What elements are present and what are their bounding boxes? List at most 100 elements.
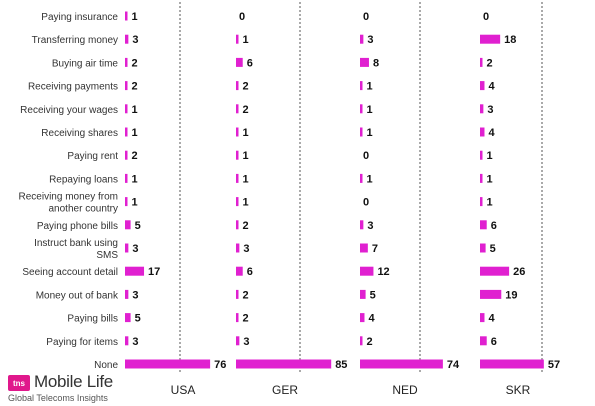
value-label: 1 <box>243 150 249 162</box>
bar-ger <box>236 34 239 44</box>
value-label: 0 <box>363 197 369 209</box>
bar-ger <box>236 150 239 160</box>
value-label: 1 <box>243 127 249 139</box>
category-label: Paying bills <box>67 314 118 325</box>
category-label: Paying phone bills <box>37 221 118 232</box>
value-label: 4 <box>488 81 495 93</box>
bar-usa <box>125 127 128 137</box>
value-label: 3 <box>132 289 138 301</box>
bar-ned <box>360 336 363 346</box>
value-label: 57 <box>548 359 560 371</box>
bar-usa <box>125 34 129 44</box>
value-label: 12 <box>377 266 389 278</box>
country-label-usa: USA <box>171 383 196 397</box>
bar-skr <box>480 81 485 91</box>
category-label: Receiving your wages <box>20 105 118 116</box>
category-label: Buying air time <box>52 58 119 69</box>
bar-ned <box>360 359 443 369</box>
value-label: 1 <box>132 197 138 209</box>
value-label: 1 <box>243 173 249 185</box>
category-label: Seeing account detail <box>22 267 118 278</box>
category-label: Money out of bank <box>36 290 119 301</box>
bar-ger <box>236 81 239 91</box>
bar-skr <box>480 127 485 137</box>
bar-ned <box>360 57 369 67</box>
value-label: 18 <box>504 34 516 46</box>
value-label: 85 <box>335 359 347 371</box>
value-label: 1 <box>132 104 138 116</box>
value-label: 0 <box>239 11 245 23</box>
bar-usa <box>125 57 128 67</box>
value-label: 2 <box>367 336 373 348</box>
value-label: 1 <box>487 173 493 185</box>
value-label: 4 <box>368 313 375 325</box>
value-label: 1 <box>367 173 373 185</box>
value-label: 1 <box>132 11 138 23</box>
bar-ger <box>236 173 239 183</box>
bar-ger <box>236 313 239 323</box>
bar-ned <box>360 266 374 276</box>
value-label: 8 <box>373 57 379 69</box>
category-label: Paying for items <box>46 337 118 348</box>
bar-usa <box>125 173 128 183</box>
bar-skr <box>480 220 487 230</box>
tns-mobile-life-logo: tns Mobile Life Global Telecoms Insights <box>4 371 154 405</box>
category-label: Repaying loans <box>49 174 118 185</box>
value-label: 5 <box>135 220 141 232</box>
value-label: 6 <box>247 57 253 69</box>
category-label: Paying rent <box>67 151 118 162</box>
value-label: 2 <box>243 313 249 325</box>
bar-ger <box>236 243 240 253</box>
bar-ned <box>360 220 364 230</box>
bar-ger <box>236 289 239 299</box>
bar-ger <box>236 359 332 369</box>
bar-usa <box>125 81 128 91</box>
value-label: 5 <box>135 313 141 325</box>
bar-skr <box>480 197 483 207</box>
bar-usa <box>125 104 128 114</box>
value-label: 1 <box>243 34 249 46</box>
value-label: 7 <box>372 243 378 255</box>
bar-skr <box>480 266 510 276</box>
bar-ger <box>236 197 239 207</box>
value-label: 2 <box>243 289 249 301</box>
value-label: 17 <box>148 266 160 278</box>
country-label-ned: NED <box>392 383 418 397</box>
bar-usa <box>125 266 145 276</box>
category-label: Transferring money <box>32 35 118 46</box>
bar-usa <box>125 220 131 230</box>
bar-ger <box>236 220 239 230</box>
category-label: Receiving payments <box>28 82 118 93</box>
bar-ger <box>236 57 243 67</box>
value-label: 6 <box>491 220 497 232</box>
value-label: 3 <box>243 243 249 255</box>
value-label: 0 <box>363 150 369 162</box>
bar-skr <box>480 150 483 160</box>
bar-ned <box>360 289 366 299</box>
bar-ned <box>360 243 368 253</box>
bar-skr <box>480 173 483 183</box>
bar-usa <box>125 336 129 346</box>
bar-ned <box>360 313 365 323</box>
value-label: 3 <box>243 336 249 348</box>
value-label: 19 <box>505 289 517 301</box>
value-label: 74 <box>447 359 460 371</box>
bar-usa <box>125 289 129 299</box>
category-label: Receiving shares <box>41 128 118 139</box>
value-label: 0 <box>363 11 369 23</box>
category-label: None <box>94 360 118 371</box>
bar-skr <box>480 313 485 323</box>
bar-ger <box>236 336 240 346</box>
value-label: 76 <box>214 359 226 371</box>
value-label: 26 <box>513 266 525 278</box>
value-label: 3 <box>487 104 493 116</box>
bar-usa <box>125 243 129 253</box>
value-label: 6 <box>491 336 497 348</box>
category-label: Instruct bank using SMS <box>34 238 118 261</box>
bar-ned <box>360 34 364 44</box>
bar-skr <box>480 289 502 299</box>
value-label: 2 <box>132 57 138 69</box>
bar-ger <box>236 127 239 137</box>
value-label: 1 <box>487 197 493 209</box>
